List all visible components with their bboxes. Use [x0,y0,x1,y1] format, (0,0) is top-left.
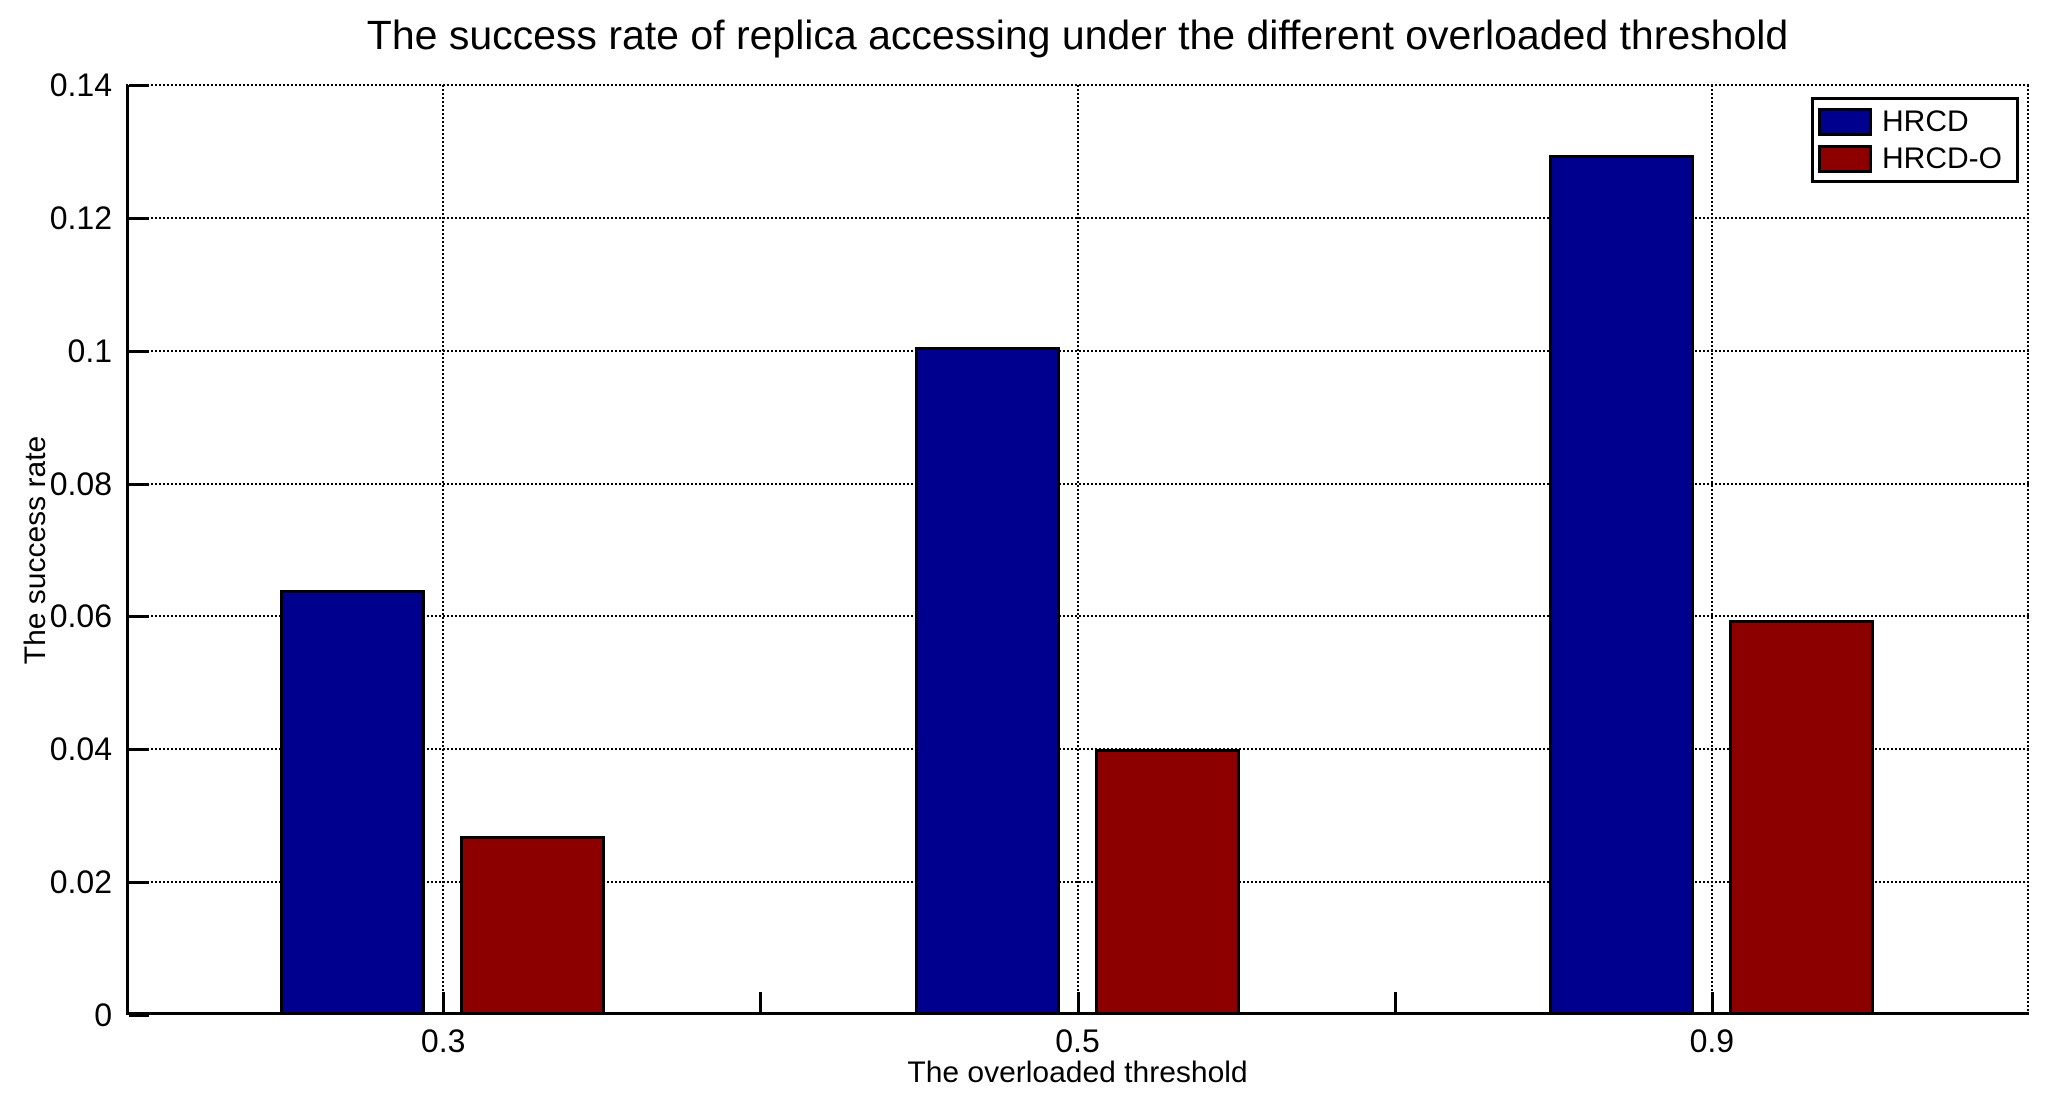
y-tick-mark [129,748,149,752]
y-tick-mark [129,84,149,87]
y-tick-label: 0.04 [49,731,112,768]
legend-label: HRCD [1882,104,1969,138]
y-tick-mark [129,615,149,619]
y-tick-label: 0.12 [49,199,112,236]
x-axis-title: The overloaded threshold [907,1056,1248,1089]
x-tick-label: 0.9 [1689,1023,1735,1059]
x-minor-tick-mark [1393,992,1397,1012]
y-tick-label: 0.08 [49,465,112,502]
x-tick-mark [442,992,446,1012]
x-tick-mark [1710,992,1714,1012]
y-tick-mark [129,881,149,885]
bar-hrcd-0.5 [914,347,1060,1015]
y-tick-mark [129,482,149,486]
y-tick-mark [129,349,149,353]
x-tick-label: 0.5 [1055,1023,1100,1059]
y-tick-mark [129,1014,149,1017]
plot-area [126,84,2029,1017]
y-tick-label: 0.06 [49,598,112,635]
x-minor-tick-mark [759,992,763,1012]
v-gridline [442,85,445,1015]
bar-hrcd-0.3 [280,589,426,1015]
y-tick-label: 0.1 [67,332,112,369]
bar-hrcd-o-0.5 [1094,749,1240,1015]
y-tick-label: 0.02 [49,864,112,901]
y-tick-mark [129,216,149,220]
v-gridline [1076,85,1079,1015]
x-tick-mark [1076,992,1080,1012]
legend-swatch-hrcd-o [1818,144,1872,173]
x-tick-label: 0.3 [420,1023,466,1059]
v-gridline-right-edge [2027,85,2029,1015]
y-tick-label: 0 [94,997,112,1033]
legend: HRCD HRCD-O [1811,97,2019,183]
bar-hrcd-0.9 [1548,154,1694,1015]
bar-hrcd-o-0.9 [1728,619,1874,1015]
legend-entry: HRCD [1818,104,2016,138]
y-tick-label: 0.14 [49,67,112,103]
y-axis-line [126,85,129,1015]
legend-entry: HRCD-O [1818,141,2016,175]
legend-swatch-hrcd [1818,107,1872,136]
bar-hrcd-o-0.3 [460,835,606,1015]
legend-label: HRCD-O [1882,141,2002,175]
chart-title: The success rate of replica accessing un… [366,12,1789,58]
v-gridline [1710,85,1713,1015]
